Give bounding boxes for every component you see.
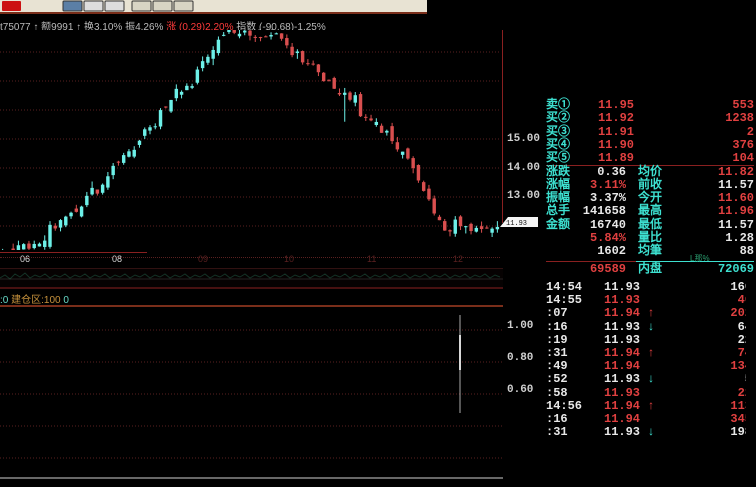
svg-text:11.93: 11.93 (506, 220, 527, 228)
